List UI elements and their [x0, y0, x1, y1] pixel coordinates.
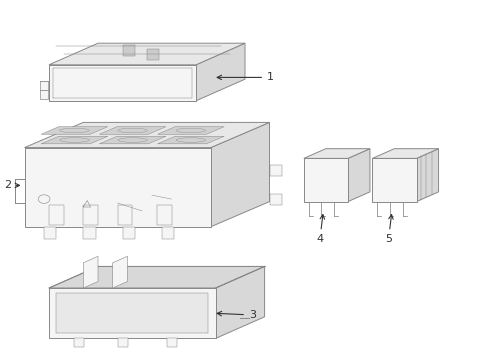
Polygon shape: [44, 227, 56, 239]
Polygon shape: [372, 149, 439, 158]
Text: 4: 4: [316, 215, 324, 244]
Polygon shape: [196, 43, 245, 101]
Polygon shape: [74, 338, 84, 347]
Polygon shape: [49, 43, 245, 65]
Text: 1: 1: [217, 72, 274, 82]
Polygon shape: [304, 149, 370, 158]
Text: 5: 5: [385, 215, 393, 244]
Polygon shape: [158, 127, 224, 134]
Polygon shape: [211, 122, 270, 227]
Polygon shape: [24, 148, 211, 227]
Polygon shape: [83, 256, 98, 288]
Polygon shape: [270, 165, 282, 176]
Polygon shape: [40, 90, 48, 99]
Polygon shape: [40, 81, 48, 90]
Polygon shape: [122, 227, 135, 239]
Polygon shape: [416, 149, 439, 202]
Polygon shape: [304, 158, 348, 202]
Polygon shape: [83, 227, 96, 239]
Polygon shape: [167, 338, 177, 347]
Polygon shape: [113, 256, 127, 288]
Polygon shape: [99, 136, 166, 144]
Polygon shape: [147, 49, 159, 60]
Polygon shape: [118, 205, 132, 225]
Polygon shape: [372, 158, 416, 202]
Polygon shape: [162, 227, 174, 239]
Polygon shape: [348, 149, 370, 202]
Polygon shape: [49, 288, 216, 338]
Polygon shape: [118, 338, 128, 347]
Polygon shape: [49, 266, 265, 288]
Polygon shape: [216, 266, 265, 338]
Polygon shape: [122, 45, 135, 56]
Polygon shape: [49, 205, 64, 225]
Polygon shape: [41, 136, 108, 144]
Polygon shape: [99, 127, 166, 134]
Polygon shape: [270, 194, 282, 205]
Text: 3: 3: [217, 310, 256, 320]
Polygon shape: [158, 136, 224, 144]
Polygon shape: [49, 65, 196, 101]
Text: 2: 2: [3, 180, 20, 190]
Polygon shape: [56, 293, 208, 333]
Polygon shape: [24, 122, 270, 148]
Polygon shape: [83, 205, 98, 225]
Polygon shape: [157, 205, 172, 225]
Polygon shape: [41, 127, 108, 134]
